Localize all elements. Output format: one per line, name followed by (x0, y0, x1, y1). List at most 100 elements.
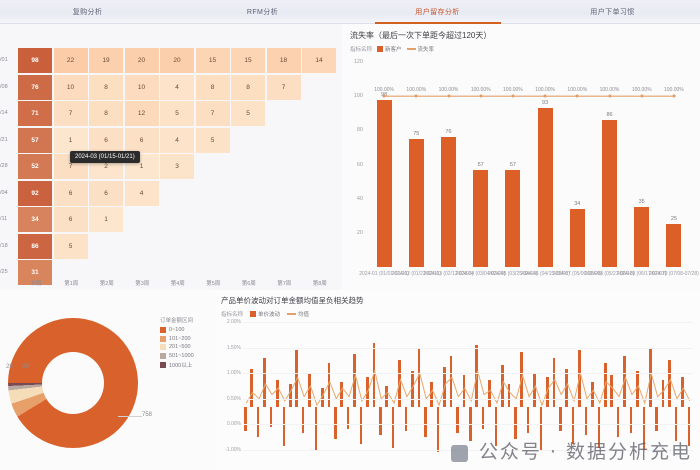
trend-bar[interactable] (636, 371, 639, 408)
heatmap-cell[interactable]: 86 (18, 233, 52, 259)
trend-bar[interactable] (424, 407, 427, 438)
trend-bar[interactable] (276, 379, 279, 408)
heatmap-cell[interactable]: 8 (89, 74, 123, 100)
heatmap-grid[interactable]: /01 98 22 19 20 20 15 15 18 14/08 76 10 8 10 4 8 8 7/14 71… (0, 48, 338, 287)
heatmap-cell[interactable]: 71 (18, 101, 52, 126)
trend-bar[interactable] (559, 407, 562, 431)
heatmap-cell[interactable]: 76 (18, 74, 52, 100)
heatmap-cell[interactable]: 15 (195, 48, 230, 73)
donut-legend-item[interactable]: 1000以上 (160, 361, 194, 369)
trend-plot-area[interactable] (243, 322, 693, 453)
legend-item-new-customer[interactable]: 新客户 (377, 45, 402, 53)
trend-bar[interactable] (462, 375, 466, 408)
trend-bar[interactable] (456, 407, 459, 433)
trend-bar[interactable] (244, 407, 247, 431)
trend-bar[interactable] (327, 362, 331, 408)
churn-bar[interactable] (569, 208, 585, 267)
heatmap-cell[interactable]: 5 (195, 127, 230, 153)
trend-bar[interactable] (346, 407, 350, 429)
heatmap-cell[interactable]: 15 (231, 48, 265, 73)
churn-bar[interactable] (505, 169, 521, 267)
heatmap-cell[interactable]: 10 (124, 74, 159, 100)
tab-0[interactable]: 复购分析 (0, 0, 175, 24)
heatmap-cell[interactable]: 7 (53, 101, 88, 126)
tab-2[interactable]: 用户留存分析 (350, 0, 525, 24)
heatmap-cell[interactable]: 92 (18, 180, 52, 206)
tab-3[interactable]: 用户下单习惯 (525, 0, 700, 24)
trend-bar[interactable] (359, 407, 363, 444)
trend-bar[interactable] (436, 407, 440, 453)
trend-bar[interactable] (681, 377, 684, 408)
churn-bar[interactable] (537, 108, 553, 267)
trend-bar[interactable] (668, 360, 671, 408)
heatmap-cell[interactable]: 4 (124, 180, 159, 206)
trend-bar[interactable] (539, 407, 543, 450)
heatmap-cell[interactable]: 98 (18, 48, 52, 73)
heatmap-cell[interactable]: 1 (89, 207, 123, 232)
trend-bar[interactable] (571, 407, 575, 444)
trend-bar[interactable] (610, 375, 613, 408)
trend-bar[interactable] (481, 407, 485, 429)
heatmap-cell[interactable]: 6 (89, 127, 123, 153)
trend-bar[interactable] (655, 407, 658, 431)
trend-bar[interactable] (642, 407, 646, 450)
trend-bar[interactable] (546, 377, 549, 408)
trend-bar[interactable] (687, 407, 691, 446)
heatmap-cell[interactable]: 19 (89, 48, 123, 73)
heatmap-cell[interactable]: 5 (160, 101, 194, 126)
heatmap-cell[interactable]: 22 (53, 48, 88, 73)
heatmap-cell[interactable]: 6 (124, 127, 159, 153)
trend-bar[interactable] (269, 407, 273, 427)
donut-chart[interactable] (8, 318, 138, 448)
legend-item-average[interactable]: 均值 (287, 310, 309, 318)
trend-bar[interactable] (250, 368, 253, 408)
trend-bar[interactable] (661, 379, 665, 408)
trend-bar[interactable] (334, 407, 337, 440)
trend-bar[interactable] (584, 407, 588, 436)
trend-bar[interactable] (411, 371, 414, 408)
churn-bar[interactable] (441, 137, 456, 267)
trend-bar[interactable] (591, 381, 594, 408)
trend-bar[interactable] (391, 407, 395, 448)
trend-bar[interactable] (552, 358, 556, 408)
heatmap-cell[interactable]: 4 (160, 74, 194, 100)
donut-legend-item[interactable]: 501~1000 (160, 352, 194, 359)
trend-bar[interactable] (488, 379, 491, 408)
heatmap-cell[interactable]: 6 (53, 207, 88, 232)
heatmap-cell[interactable]: 18 (266, 48, 301, 73)
trend-bar[interactable] (629, 407, 633, 433)
trend-bar[interactable] (404, 407, 408, 431)
heatmap-cell[interactable]: 8 (231, 74, 265, 100)
trend-bar[interactable] (314, 407, 318, 450)
trend-bar[interactable] (282, 407, 286, 446)
donut-legend-item[interactable]: 201~500 (160, 344, 194, 350)
churn-plot-area[interactable]: 98100.00%2024-01 (01/01-01/21)75100.00%2… (359, 62, 699, 277)
churn-bar[interactable] (634, 207, 650, 267)
heatmap-cell[interactable]: 8 (89, 101, 123, 126)
donut-legend-item[interactable]: 0~100 (160, 327, 194, 333)
heatmap-cell[interactable]: 8 (195, 74, 230, 100)
trend-bar[interactable] (417, 347, 421, 408)
heatmap-cell[interactable]: 7 (195, 101, 230, 126)
churn-bar[interactable] (666, 224, 682, 267)
trend-bar[interactable] (263, 358, 266, 408)
trend-bar[interactable] (430, 381, 433, 408)
trend-bar[interactable] (289, 383, 292, 408)
heatmap-cell[interactable]: 6 (53, 180, 88, 206)
heatmap-cell[interactable]: 52 (18, 154, 52, 179)
churn-line-point[interactable] (382, 94, 386, 98)
legend-item-unit-price[interactable]: 单价波动 (250, 310, 280, 318)
trend-bar[interactable] (507, 383, 511, 408)
heatmap-cell[interactable]: 10 (53, 74, 88, 100)
heatmap-cell[interactable]: 57 (18, 127, 52, 153)
heatmap-cell[interactable]: 20 (124, 48, 159, 73)
trend-bar[interactable] (494, 407, 498, 446)
churn-bar[interactable] (408, 138, 424, 267)
churn-bar[interactable] (602, 120, 617, 267)
trend-bar[interactable] (526, 407, 530, 433)
heatmap-cell[interactable]: 20 (160, 48, 194, 73)
churn-bar[interactable] (376, 99, 392, 267)
trend-bar[interactable] (353, 354, 356, 408)
trend-bar[interactable] (385, 386, 388, 408)
heatmap-cell[interactable]: 1 (53, 127, 88, 153)
